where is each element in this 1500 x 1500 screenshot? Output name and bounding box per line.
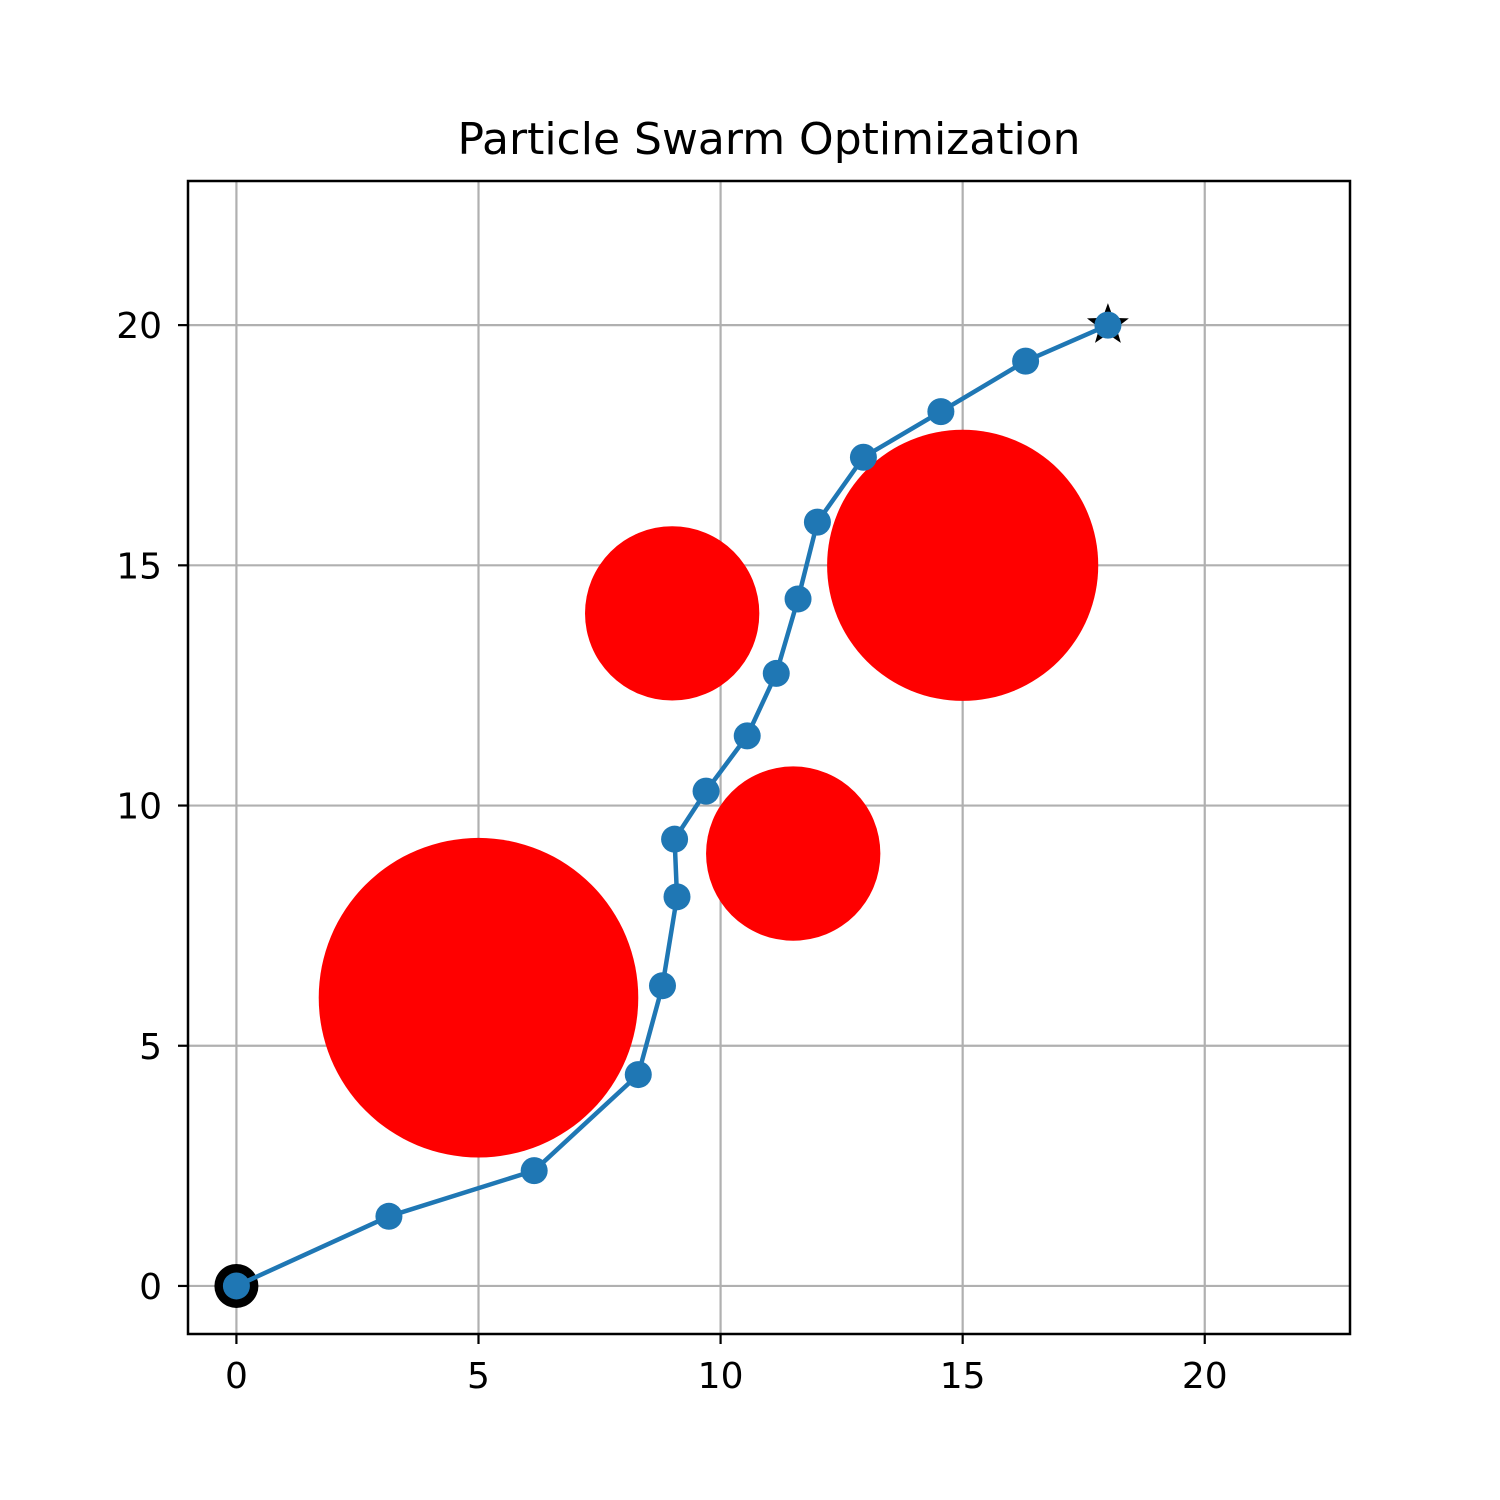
y-tick-label: 15 [116,546,162,587]
obstacle-circle-4 [827,429,1099,701]
path-point-15 [1094,311,1122,339]
x-tick-label: 5 [467,1356,490,1397]
x-tick-label: 10 [698,1356,744,1397]
path-series [214,303,1129,1308]
obstacle-circle-1 [318,837,639,1158]
path-point-0 [222,1272,250,1300]
path-point-7 [692,777,720,805]
path-point-5 [663,883,691,911]
path-point-14 [1012,347,1040,375]
y-tick-label: 20 [116,306,162,347]
chart-title: Particle Swarm Optimization [457,114,1080,165]
path-point-11 [803,508,831,536]
axes-frame [186,179,1352,1336]
y-tick-label: 10 [116,787,162,828]
x-tick-label: 15 [940,1356,986,1397]
y-tick-label: 0 [139,1267,162,1308]
obstacles [318,429,1099,1158]
grid-lines [188,181,1350,1334]
path-point-4 [648,972,676,1000]
path-point-13 [927,398,955,426]
axes [186,179,1352,1336]
x-tick-label: 20 [1182,1356,1228,1397]
path-line [235,323,1109,1289]
obstacle-circle-2 [585,526,760,701]
x-tick-label: 0 [225,1356,248,1397]
path-point-10 [784,585,812,613]
path-point-9 [762,659,790,687]
obstacle-circle-3 [706,766,881,941]
path-point-1 [375,1202,403,1230]
tick-labels: 0 5 10 15 20 0 5 10 15 20 [116,306,1227,1397]
path-point-8 [733,722,761,750]
path-point-3 [624,1061,652,1089]
y-tick-label: 5 [139,1027,162,1068]
path-point-2 [520,1157,548,1185]
path-point-6 [661,825,689,853]
path-point-12 [849,443,877,471]
